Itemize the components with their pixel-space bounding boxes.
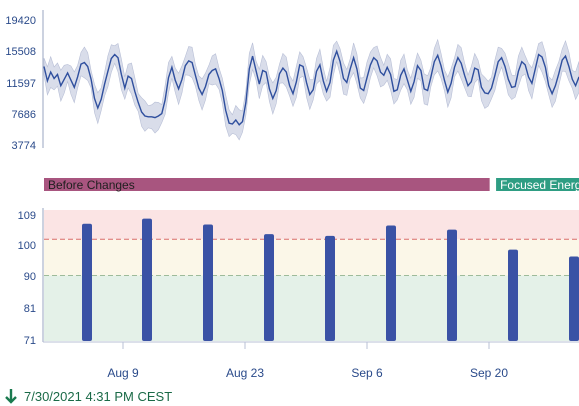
zone-band [44,239,579,276]
top-y-tick-label: 19420 [5,15,36,27]
phase-label: Before Changes [48,178,135,192]
score-bar [142,218,152,341]
x-tick-label: Sep 20 [470,366,508,380]
score-bar [264,234,274,341]
down-arrow-icon [5,389,17,404]
bottom-y-tick-label: 100 [18,240,36,252]
top-y-tick-label: 11597 [6,78,36,90]
score-bar [569,256,579,341]
score-bar [325,235,335,341]
score-bar-chart: 109 100 90 81 71 Aug 9 Aug 23 Sep 6 Sep 20 [18,208,579,380]
zone-band [44,275,579,341]
phase-bars: Before Changes Focused Energy [44,178,579,192]
score-bar [508,249,518,341]
phase-label: Focused Energy [500,178,579,192]
phase-bar [496,178,579,191]
confidence-band [43,38,579,141]
bottom-y-tick-label: 71 [24,335,36,347]
top-y-tick-label: 3774 [12,140,36,152]
score-bar [203,224,213,341]
timestamp-text: 7/30/2021 4:31 PM CEST [24,388,173,404]
phase-bar [44,178,490,191]
bottom-y-tick-label: 90 [24,271,36,283]
x-tick-label: Sep 6 [351,366,383,380]
top-y-tick-label: 15508 [5,46,36,58]
footer-timestamp: 7/30/2021 4:31 PM CEST [4,387,172,405]
energy-series-line [43,49,579,126]
x-tick-label: Aug 23 [226,366,264,380]
score-bar [447,229,457,341]
bottom-y-tick-label: 81 [24,303,36,315]
energy-band-chart: 19420 15508 11597 7686 3774 [5,10,579,152]
score-bar [82,223,92,341]
score-bar [386,225,396,341]
zone-band [44,210,579,240]
x-tick-label: Aug 9 [107,366,139,380]
bottom-y-tick-label: 109 [18,210,36,222]
top-y-tick-label: 7686 [12,109,36,121]
